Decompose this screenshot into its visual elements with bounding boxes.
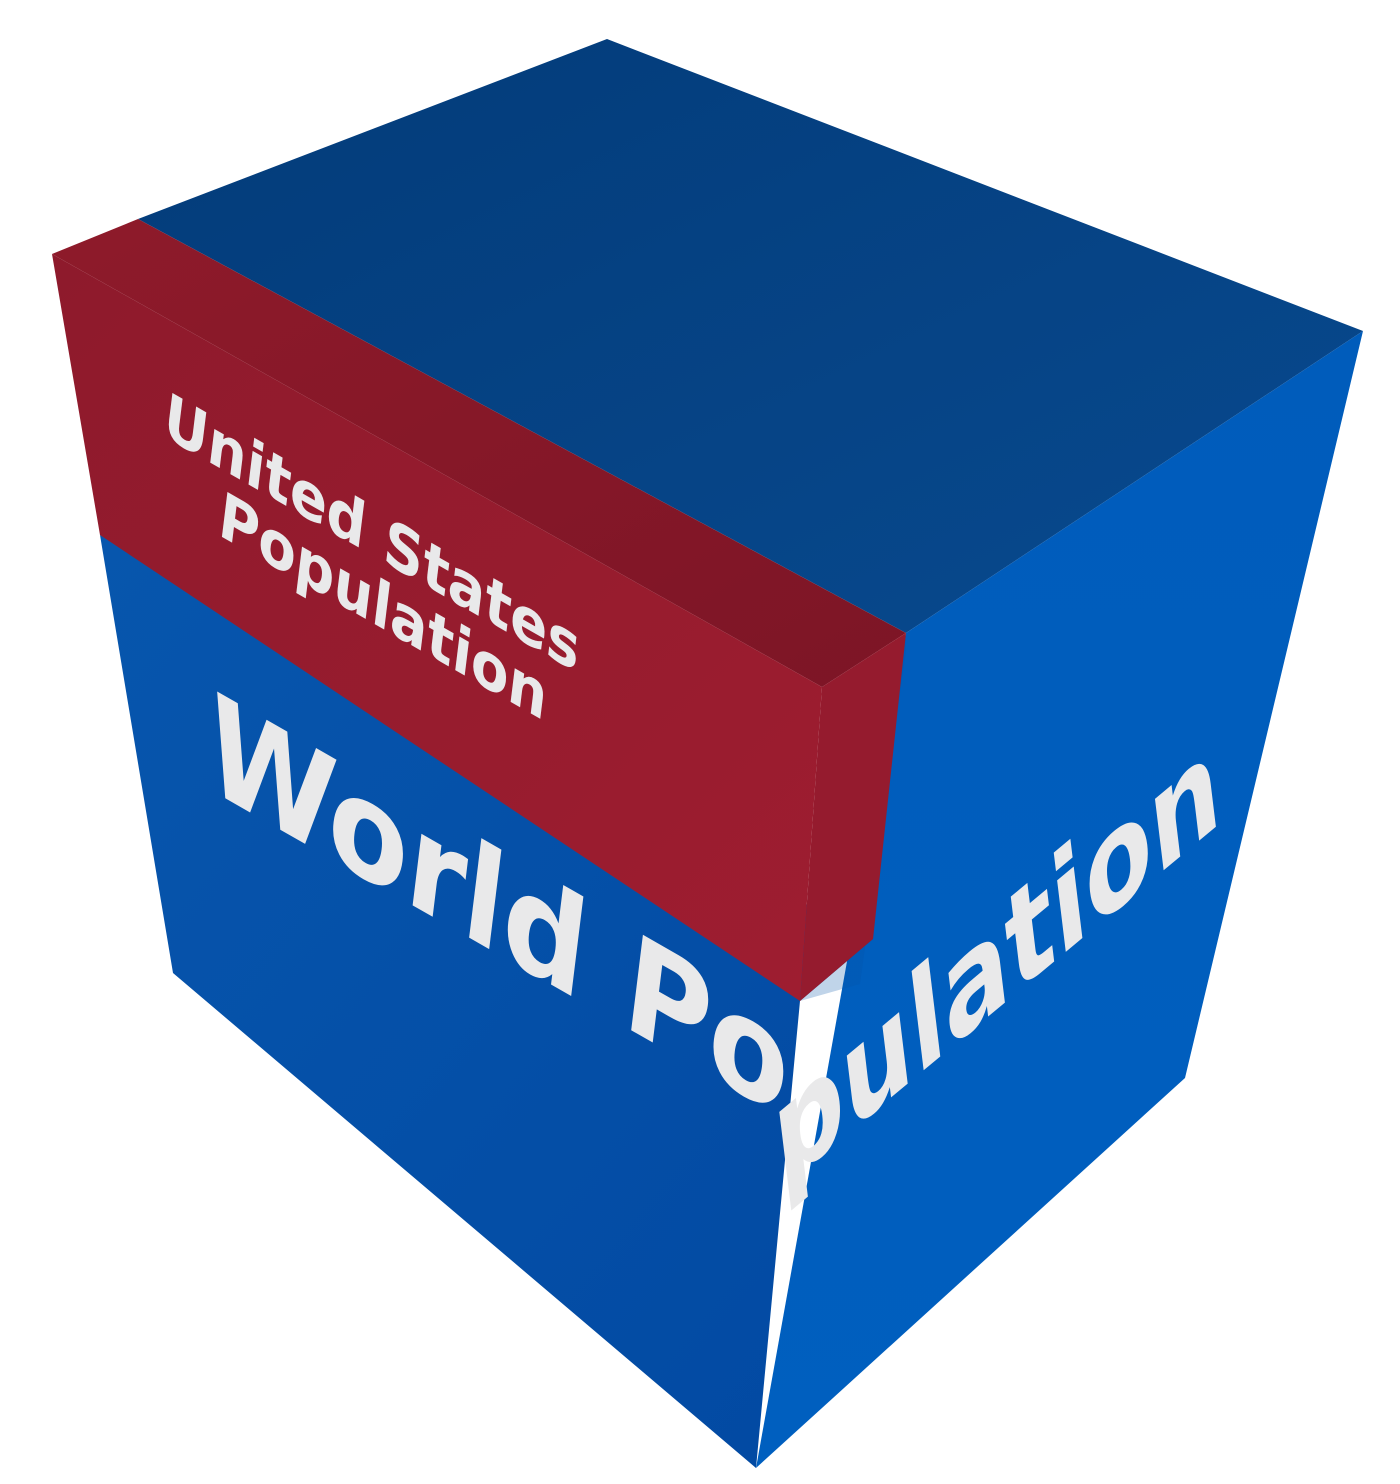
world-top-face	[138, 39, 1363, 633]
world-block	[100, 39, 1363, 1468]
us-top-face	[52, 219, 906, 687]
us-front-face	[52, 254, 822, 1001]
us-side-face	[800, 633, 906, 1001]
us-block	[52, 219, 906, 1001]
world-right-face	[756, 331, 1363, 1468]
world-front-face	[100, 535, 873, 1468]
